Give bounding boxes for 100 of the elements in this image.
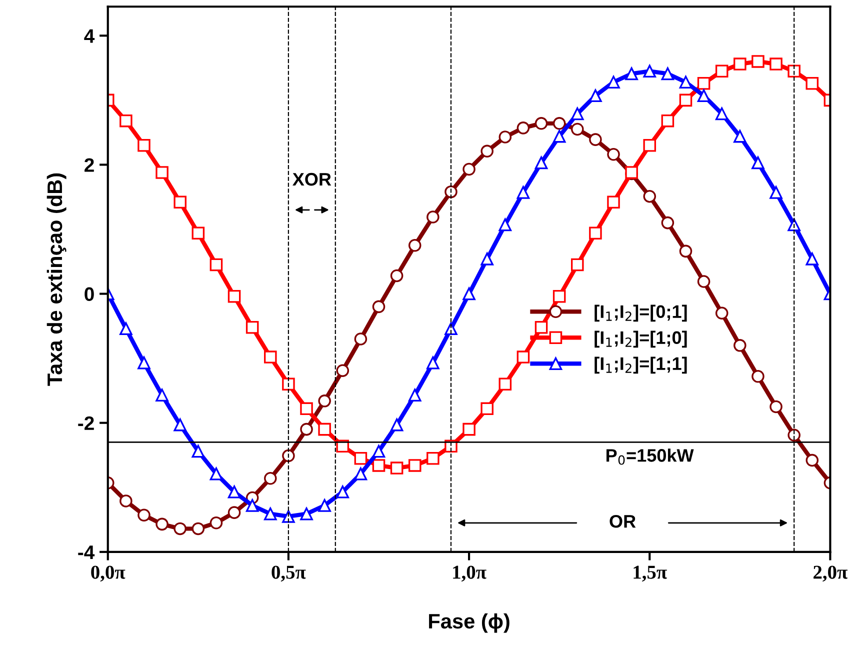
point	[498, 130, 512, 144]
y-tick-label: 0	[84, 287, 94, 302]
x-tick-label: 1,5π	[634, 566, 667, 582]
point	[516, 122, 530, 134]
point	[120, 494, 132, 508]
point	[462, 287, 476, 300]
point	[120, 114, 132, 128]
point	[354, 467, 368, 480]
point	[120, 322, 132, 336]
point	[246, 320, 259, 334]
point	[192, 522, 205, 536]
point	[770, 400, 782, 414]
point	[138, 508, 150, 522]
point	[679, 76, 692, 89]
point	[625, 67, 638, 80]
point	[498, 218, 512, 232]
point	[571, 258, 584, 272]
legend-label: [I$_{1}$;I$_{2}$]=[1;0]	[594, 330, 687, 348]
x-tick-label: 1,0π	[453, 566, 486, 582]
x-tick-label: 2,0π	[814, 566, 848, 582]
point	[661, 114, 674, 128]
point	[697, 77, 710, 90]
point	[571, 107, 584, 120]
point	[336, 364, 350, 377]
y-tick-label: 4	[84, 29, 95, 43]
point	[138, 356, 150, 370]
point	[715, 306, 728, 320]
point	[643, 138, 656, 152]
point	[697, 275, 710, 288]
point	[679, 94, 692, 107]
point	[480, 144, 494, 158]
point	[318, 499, 331, 512]
point	[480, 252, 494, 266]
y-axis-title: Taxa de extinçao (dB)	[46, 173, 66, 386]
point	[643, 64, 656, 78]
point	[516, 186, 530, 199]
point	[462, 422, 476, 436]
point	[715, 64, 728, 78]
point	[210, 258, 223, 272]
point	[390, 269, 404, 282]
point	[210, 516, 223, 530]
point	[552, 117, 566, 130]
point	[408, 459, 422, 472]
annotation: P$_{0}$=150kW	[606, 448, 694, 465]
point	[300, 402, 313, 416]
point	[806, 454, 819, 467]
point	[752, 55, 764, 68]
point	[661, 67, 674, 80]
point	[734, 339, 746, 352]
point	[228, 290, 241, 303]
point	[192, 226, 205, 240]
point	[715, 107, 728, 120]
point	[156, 518, 168, 531]
point	[516, 350, 530, 364]
point	[426, 210, 440, 224]
y-tick-label: -4	[78, 546, 95, 559]
point	[264, 350, 277, 364]
point	[752, 156, 764, 170]
point	[480, 402, 494, 416]
point	[390, 418, 404, 432]
annotation: XOR	[292, 172, 332, 186]
point	[607, 196, 620, 209]
point	[372, 444, 386, 458]
point	[426, 356, 440, 370]
point	[498, 378, 512, 391]
point	[607, 148, 620, 161]
point	[770, 58, 782, 70]
point	[408, 388, 422, 402]
point	[571, 122, 584, 136]
point	[806, 252, 819, 266]
point	[552, 130, 566, 143]
point	[354, 452, 368, 465]
point	[318, 422, 331, 436]
point	[734, 58, 746, 70]
y-tick-label: 2	[84, 158, 94, 172]
point	[589, 226, 602, 240]
point	[264, 507, 277, 520]
point	[788, 428, 800, 442]
point	[336, 486, 350, 498]
point	[607, 76, 620, 89]
point	[770, 186, 782, 199]
point	[300, 507, 313, 520]
point	[788, 64, 800, 78]
x-tick-label: 0,0π	[91, 566, 126, 582]
point	[156, 166, 168, 179]
point	[372, 459, 386, 472]
point	[806, 77, 819, 90]
point	[300, 422, 313, 436]
point	[354, 332, 368, 346]
point	[138, 138, 150, 152]
point	[174, 196, 186, 209]
point	[174, 522, 186, 536]
point	[643, 190, 656, 203]
point	[589, 133, 602, 146]
y-tick-label: -2	[78, 416, 94, 430]
point	[426, 452, 440, 465]
x-tick-label: 0,5π	[272, 566, 306, 582]
point	[372, 300, 386, 314]
point	[156, 388, 168, 402]
point	[534, 117, 548, 130]
